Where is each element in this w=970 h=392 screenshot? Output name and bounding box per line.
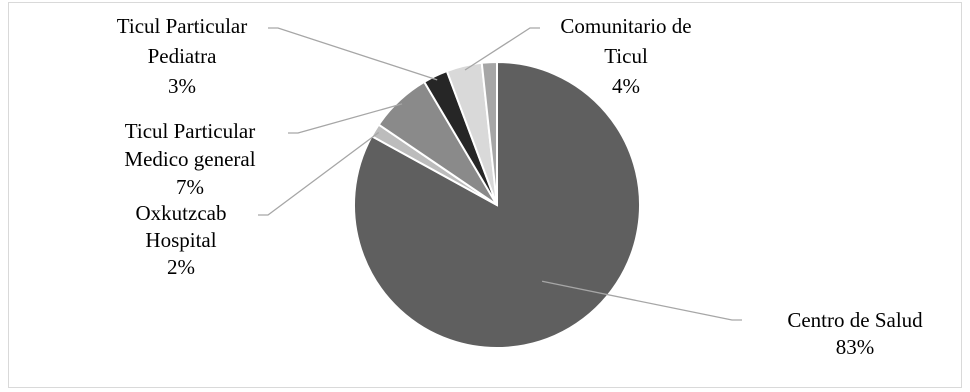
data-label-comunitario-de-ticul: Comunitario de Ticul 4% <box>560 14 691 98</box>
data-label-centro-de-salud: Centro de Salud 83% <box>787 308 923 359</box>
label-line: Pediatra <box>148 44 217 68</box>
label-line: 83% <box>836 335 875 359</box>
data-label-ticul-particular-medico-general: Ticul Particular Medico general 7% <box>124 119 255 199</box>
label-line: 3% <box>168 74 196 98</box>
pie-slice-unlabeled <box>480 60 498 206</box>
leader-line-centro-de-salud <box>541 280 742 321</box>
label-line: Comunitario de <box>560 14 691 38</box>
label-line: Ticul <box>604 44 648 68</box>
label-line: 2% <box>167 255 195 279</box>
label-line: Centro de Salud <box>787 308 923 332</box>
leader-lines <box>258 27 742 321</box>
leader-line-ticul-particular-pediatra <box>268 27 438 81</box>
label-line: 4% <box>612 74 640 98</box>
pie-slices <box>353 60 641 349</box>
leader-line-comunitario-de-ticul <box>464 27 540 71</box>
data-label-oxkutzcab-hospital: Oxkutzcab Hospital 2% <box>136 201 227 279</box>
label-line: Medico general <box>124 147 255 171</box>
label-line: Ticul Particular <box>117 14 247 38</box>
leader-line-ticul-particular-medico-general <box>288 103 403 134</box>
label-line: Oxkutzcab <box>136 201 227 225</box>
label-line: Hospital <box>145 228 216 252</box>
label-line: Ticul Particular <box>125 119 255 143</box>
data-label-ticul-particular-pediatra: Ticul Particular Pediatra 3% <box>117 14 247 98</box>
label-line: 7% <box>176 175 204 199</box>
leader-line-oxkutzcab-hospital <box>258 131 380 216</box>
